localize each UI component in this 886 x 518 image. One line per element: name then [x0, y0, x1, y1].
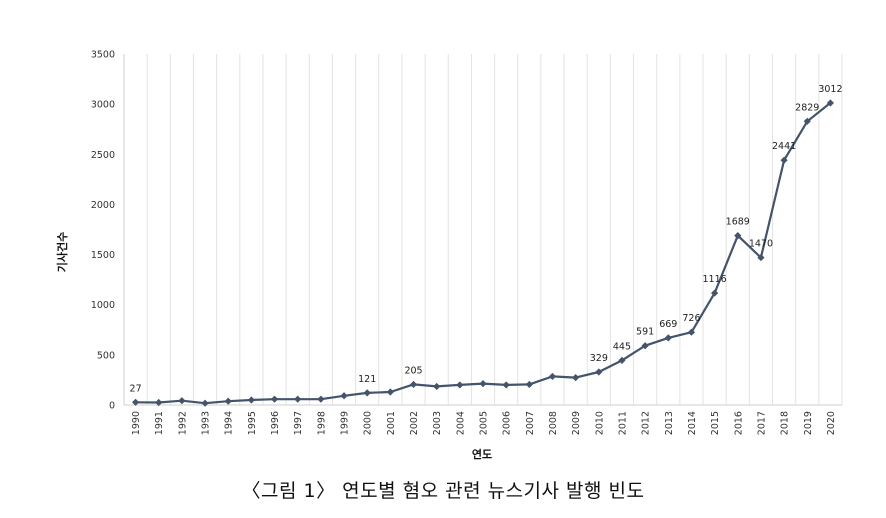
- x-tick-label: 1991: [154, 411, 165, 435]
- x-tick-label: 2004: [455, 411, 466, 435]
- data-label: 329: [590, 353, 608, 364]
- data-point: [317, 395, 325, 403]
- data-point: [711, 289, 719, 297]
- data-point: [734, 232, 742, 240]
- data-label: 726: [682, 313, 700, 324]
- x-axis-title: 연도: [472, 447, 492, 461]
- data-point: [409, 380, 418, 389]
- x-tick-label: 2019: [803, 411, 814, 435]
- data-label: 205: [404, 365, 422, 376]
- x-tick-label: 2001: [386, 411, 397, 435]
- data-point: [294, 395, 302, 403]
- data-point: [618, 356, 626, 364]
- data-labels: 27 121 205 329 445 591 669 726 1116 1689 1470 2441 2…: [130, 84, 843, 394]
- x-tick-labels: 1990 1991 1992 1993 1994 1995 1996 1997 1998 1999…: [131, 411, 837, 435]
- x-tick-label: 2008: [548, 411, 559, 435]
- axes: [123, 54, 842, 406]
- x-tick-label: 1995: [247, 411, 258, 435]
- data-point: [502, 381, 510, 389]
- x-tick-label: 1993: [201, 411, 212, 435]
- data-point: [178, 397, 186, 405]
- x-tick-label: 2007: [525, 411, 536, 435]
- y-tick-label: 2000: [91, 200, 115, 211]
- x-tick-label: 1998: [316, 411, 327, 435]
- data-label: 121: [358, 374, 376, 385]
- x-tick-label: 1996: [270, 411, 281, 435]
- data-markers: [131, 99, 835, 407]
- data-point: [641, 342, 649, 350]
- data-point: [780, 156, 788, 164]
- x-tick-label: 1999: [340, 411, 351, 435]
- data-label: 669: [659, 319, 677, 330]
- y-tick-label: 500: [97, 350, 115, 361]
- data-point: [155, 398, 163, 407]
- data-label: 2829: [795, 102, 819, 113]
- x-tick-label: 2012: [641, 411, 652, 435]
- data-point: [548, 372, 557, 381]
- x-tick-label: 1990: [131, 411, 142, 435]
- x-tick-label: 2010: [594, 411, 605, 435]
- x-tick-label: 1992: [177, 411, 188, 435]
- x-tick-label: 2020: [826, 411, 837, 435]
- data-label: 445: [613, 341, 631, 352]
- x-tick-label: 2017: [756, 411, 767, 435]
- data-point: [572, 374, 580, 382]
- data-point: [456, 381, 464, 389]
- y-tick-label: 1000: [91, 300, 115, 311]
- x-tick-label: 2011: [617, 411, 628, 435]
- data-point: [757, 253, 765, 262]
- x-tick-label: 2009: [571, 411, 582, 435]
- y-tick-labels: 0 500 1000 1500 2000 2500 3000 3500: [91, 50, 115, 412]
- data-label: 1470: [749, 239, 773, 250]
- data-point: [270, 395, 279, 403]
- x-tick-label: 2015: [710, 411, 721, 435]
- gridlines: [123, 54, 843, 405]
- y-axis-title: 기사건수: [55, 232, 69, 272]
- y-tick-label: 1500: [91, 250, 115, 261]
- x-tick-label: 2005: [479, 411, 490, 435]
- figure-caption: 〈그림 1〉 연도별 혐오 관련 뉴스기사 발행 빈도: [241, 480, 645, 502]
- y-tick-label: 3000: [91, 100, 115, 111]
- data-point: [687, 328, 696, 336]
- x-tick-label: 2018: [780, 411, 791, 435]
- data-point: [363, 389, 371, 397]
- data-point: [131, 398, 140, 406]
- data-point: [479, 380, 487, 388]
- y-tick-label: 3500: [91, 50, 115, 61]
- x-tick-label: 2013: [664, 411, 675, 435]
- data-point: [386, 388, 394, 396]
- data-label: 591: [636, 327, 654, 338]
- x-tick-label: 2002: [409, 411, 420, 435]
- data-label: 1116: [703, 274, 727, 285]
- data-point: [433, 382, 441, 391]
- data-point: [803, 117, 811, 125]
- data-point: [247, 396, 255, 404]
- data-point: [595, 368, 603, 376]
- x-tick-label: 2003: [432, 411, 443, 435]
- data-point: [525, 380, 533, 389]
- x-tick-label: 2016: [733, 411, 744, 435]
- data-label: 3012: [818, 84, 842, 95]
- x-tick-label: 1997: [293, 411, 304, 435]
- y-tick-label: 2500: [91, 150, 115, 161]
- x-tick-label: 1994: [224, 411, 235, 435]
- data-label: 2441: [772, 141, 796, 152]
- y-tick-label: 0: [109, 401, 115, 412]
- x-tick-label: 2014: [687, 411, 698, 435]
- data-point: [201, 399, 209, 407]
- data-point: [826, 99, 835, 107]
- data-point: [664, 334, 672, 342]
- data-point: [224, 397, 232, 405]
- data-label: 1689: [726, 217, 750, 228]
- data-point: [340, 392, 348, 400]
- x-tick-label: 2006: [502, 411, 513, 435]
- data-label: 27: [130, 383, 142, 394]
- x-tick-label: 2000: [363, 411, 374, 435]
